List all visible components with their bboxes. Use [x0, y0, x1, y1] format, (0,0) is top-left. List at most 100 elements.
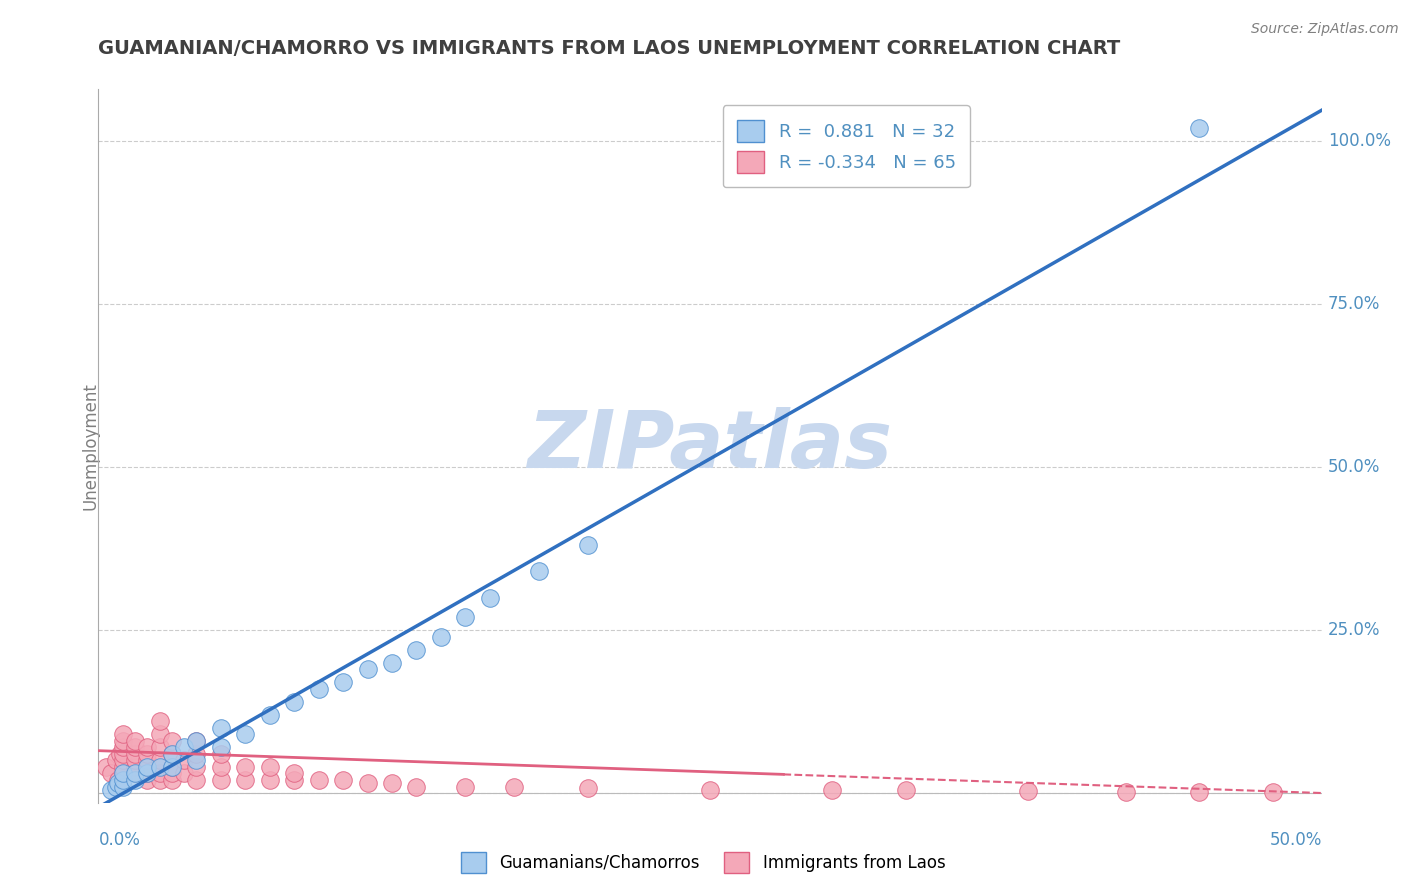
- Point: [111, 754, 134, 768]
- Point: [405, 642, 427, 657]
- Point: [160, 747, 183, 761]
- Text: 50.0%: 50.0%: [1327, 458, 1381, 476]
- Point: [259, 707, 281, 722]
- Point: [124, 760, 146, 774]
- Point: [381, 656, 404, 670]
- Point: [124, 754, 146, 768]
- Point: [136, 766, 159, 780]
- Point: [94, 760, 117, 774]
- Point: [111, 780, 134, 794]
- Legend: Guamanians/Chamorros, Immigrants from Laos: Guamanians/Chamorros, Immigrants from La…: [454, 846, 952, 880]
- Point: [233, 772, 256, 787]
- Point: [332, 772, 354, 787]
- Point: [107, 772, 129, 787]
- Point: [104, 754, 127, 768]
- Point: [136, 772, 159, 787]
- Text: 75.0%: 75.0%: [1327, 295, 1381, 313]
- Point: [356, 662, 378, 676]
- Point: [160, 760, 183, 774]
- Point: [209, 747, 232, 761]
- Point: [1188, 785, 1211, 799]
- Point: [209, 772, 232, 787]
- Point: [111, 766, 134, 780]
- Point: [576, 780, 599, 795]
- Point: [136, 740, 159, 755]
- Point: [149, 740, 172, 755]
- Point: [283, 766, 305, 780]
- Point: [259, 760, 281, 774]
- Point: [111, 727, 134, 741]
- Text: 0.0%: 0.0%: [98, 831, 141, 849]
- Y-axis label: Unemployment: Unemployment: [82, 382, 98, 510]
- Point: [173, 740, 195, 755]
- Point: [186, 754, 208, 768]
- Point: [149, 772, 172, 787]
- Point: [209, 721, 232, 735]
- Point: [894, 783, 917, 797]
- Point: [430, 630, 453, 644]
- Point: [186, 734, 208, 748]
- Point: [308, 681, 330, 696]
- Point: [186, 772, 208, 787]
- Point: [124, 740, 146, 755]
- Point: [160, 766, 183, 780]
- Point: [104, 780, 127, 794]
- Point: [136, 754, 159, 768]
- Text: 25.0%: 25.0%: [1327, 621, 1381, 639]
- Text: 100.0%: 100.0%: [1327, 132, 1391, 151]
- Point: [124, 734, 146, 748]
- Point: [160, 734, 183, 748]
- Point: [149, 727, 172, 741]
- Point: [136, 766, 159, 780]
- Point: [160, 772, 183, 787]
- Point: [699, 782, 721, 797]
- Point: [527, 565, 550, 579]
- Point: [136, 760, 159, 774]
- Point: [111, 760, 134, 774]
- Point: [160, 760, 183, 774]
- Point: [1115, 785, 1137, 799]
- Point: [821, 782, 844, 797]
- Point: [100, 782, 122, 797]
- Point: [186, 747, 208, 761]
- Point: [124, 766, 146, 780]
- Point: [209, 760, 232, 774]
- Point: [124, 772, 146, 787]
- Point: [110, 747, 132, 761]
- Point: [111, 766, 134, 780]
- Point: [332, 675, 354, 690]
- Point: [100, 766, 122, 780]
- Point: [111, 734, 134, 748]
- Point: [186, 734, 208, 748]
- Point: [160, 747, 183, 761]
- Point: [1261, 785, 1284, 799]
- Point: [111, 772, 134, 787]
- Point: [405, 780, 427, 794]
- Point: [454, 610, 477, 624]
- Point: [149, 766, 172, 780]
- Point: [186, 760, 208, 774]
- Point: [381, 776, 404, 790]
- Point: [356, 776, 378, 790]
- Legend: R =  0.881   N = 32, R = -0.334   N = 65: R = 0.881 N = 32, R = -0.334 N = 65: [723, 105, 970, 187]
- Point: [111, 740, 134, 755]
- Point: [283, 695, 305, 709]
- Point: [149, 714, 172, 729]
- Point: [1017, 784, 1039, 798]
- Point: [1188, 121, 1211, 136]
- Point: [136, 760, 159, 774]
- Point: [124, 766, 146, 780]
- Text: Source: ZipAtlas.com: Source: ZipAtlas.com: [1251, 22, 1399, 37]
- Point: [233, 760, 256, 774]
- Point: [149, 754, 172, 768]
- Point: [149, 760, 172, 774]
- Point: [136, 747, 159, 761]
- Text: 50.0%: 50.0%: [1270, 831, 1322, 849]
- Point: [503, 780, 526, 794]
- Point: [173, 766, 195, 780]
- Point: [454, 780, 477, 794]
- Point: [111, 747, 134, 761]
- Point: [107, 776, 129, 790]
- Point: [308, 772, 330, 787]
- Text: GUAMANIAN/CHAMORRO VS IMMIGRANTS FROM LAOS UNEMPLOYMENT CORRELATION CHART: GUAMANIAN/CHAMORRO VS IMMIGRANTS FROM LA…: [98, 39, 1121, 58]
